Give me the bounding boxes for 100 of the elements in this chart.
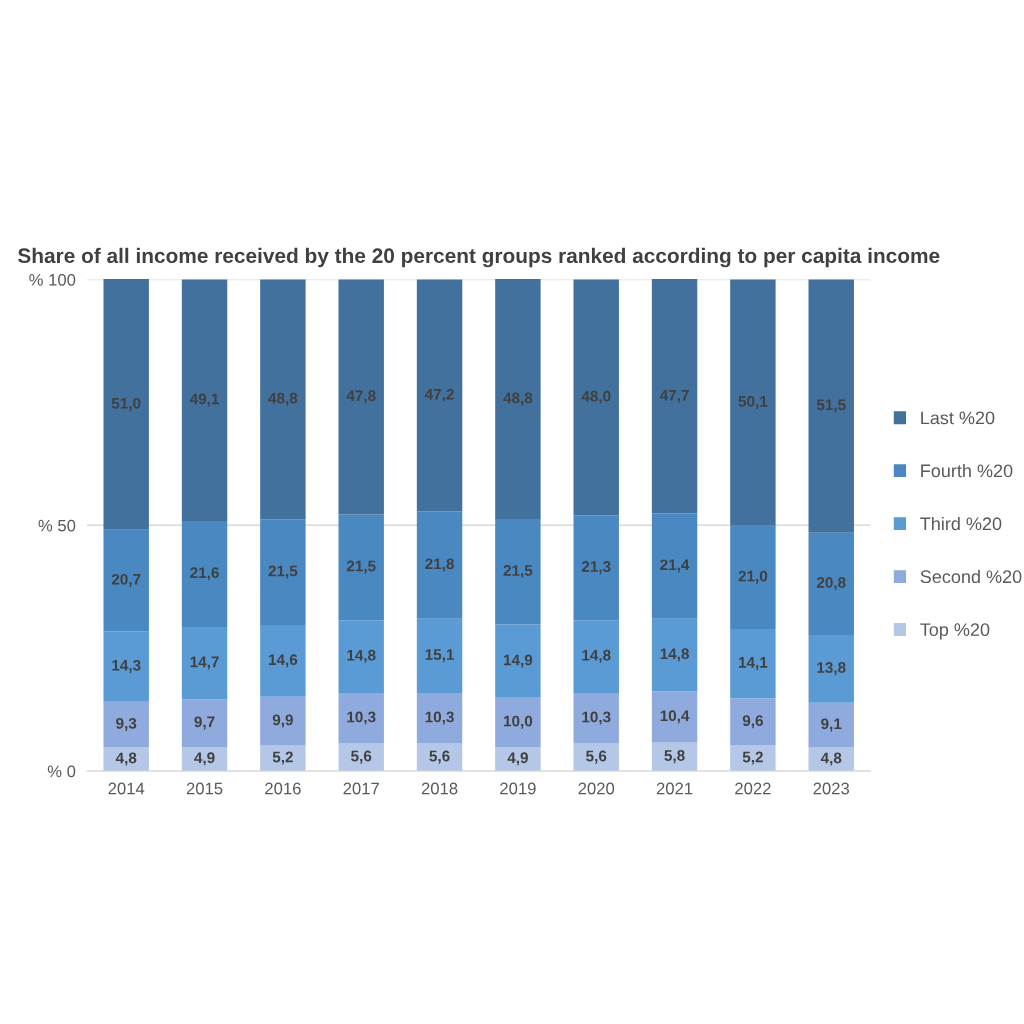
x-tick-label: 2017	[343, 782, 379, 795]
legend-label: Third %20	[920, 516, 1002, 531]
bar	[338, 279, 384, 515]
data-label: 5,6	[351, 750, 372, 764]
data-label: 48,8	[268, 392, 298, 406]
bar	[573, 279, 619, 516]
data-label: 4,9	[194, 752, 215, 766]
data-label: 5,2	[742, 751, 763, 765]
data-label: 9,7	[194, 716, 215, 730]
bar	[338, 692, 384, 744]
bar	[260, 625, 306, 697]
data-label: 10,4	[660, 710, 690, 724]
bar	[416, 279, 463, 512]
bar	[181, 627, 228, 700]
data-label: 10,3	[347, 711, 376, 725]
x-tick-label: 2020	[578, 782, 615, 795]
data-label: 21,0	[738, 570, 768, 584]
data-label: 51,0	[111, 397, 141, 411]
bar	[181, 699, 228, 747]
data-label: 9,3	[116, 717, 137, 731]
data-label: 50,1	[738, 395, 768, 409]
data-label: 14,8	[347, 649, 376, 663]
data-label: 21,3	[581, 561, 611, 575]
bar	[103, 279, 149, 530]
data-label: 4,9	[507, 752, 528, 766]
data-label: 9,9	[272, 714, 293, 728]
bar	[573, 515, 619, 621]
data-label: 14,8	[582, 649, 611, 663]
data-label: 47,8	[346, 390, 376, 404]
data-label: 47,2	[424, 388, 454, 402]
data-label: 10,3	[582, 711, 611, 725]
bar	[103, 529, 149, 632]
bar	[495, 624, 541, 698]
data-label: 5,6	[586, 750, 607, 764]
data-label: 14,1	[738, 657, 768, 670]
bar	[495, 697, 541, 747]
data-label: 49,1	[189, 393, 219, 407]
bar	[808, 532, 854, 635]
bar	[103, 701, 149, 748]
data-label: 4,8	[115, 752, 137, 766]
bar	[730, 525, 776, 630]
bar	[651, 618, 698, 692]
bar	[260, 696, 306, 746]
x-tick-label: 2022	[735, 782, 771, 795]
data-label: 10,0	[503, 715, 533, 729]
bar	[651, 513, 698, 619]
data-label: 14,8	[660, 648, 689, 662]
chart-title: Share of all income received by the 20 percent groups ranked according to per capita income	[17, 247, 940, 268]
bar	[338, 514, 384, 621]
x-tick-label: 2018	[421, 782, 458, 795]
bar	[103, 747, 149, 772]
legend-label: Fourth %20	[921, 463, 1013, 478]
data-label: 5,8	[664, 750, 685, 764]
data-label: 20,7	[111, 573, 141, 587]
data-label: 47,7	[659, 389, 689, 403]
x-tick-label: 2014	[108, 782, 145, 795]
bar	[416, 511, 463, 619]
y-tick-label: % 0	[47, 765, 76, 778]
legend-label: Last %20	[921, 411, 995, 425]
data-label: 20,8	[816, 577, 846, 591]
y-tick-label: % 100	[29, 273, 76, 286]
bar	[808, 634, 854, 703]
bar	[181, 520, 228, 628]
bar	[808, 702, 854, 748]
data-label: 5,6	[429, 750, 450, 764]
bar	[495, 518, 541, 625]
bar	[573, 692, 619, 744]
data-label: 4,8	[820, 752, 842, 766]
bar	[495, 279, 541, 519]
y-tick-label: % 50	[38, 519, 76, 532]
data-label: 48,8	[503, 392, 533, 406]
data-label: 21,5	[503, 565, 533, 579]
x-tick-label: 2015	[186, 782, 223, 795]
x-tick-label: 2016	[265, 782, 301, 795]
data-label: 10,3	[425, 711, 454, 725]
data-label: 14,6	[268, 654, 298, 668]
data-label: 14,3	[112, 659, 141, 673]
bar	[573, 620, 619, 693]
bar	[730, 629, 776, 699]
legend-label: Second %20	[920, 569, 1022, 584]
data-label: 15,1	[425, 649, 454, 663]
bar	[181, 279, 228, 521]
x-tick-label: 2021	[656, 782, 693, 795]
x-tick-label: 2019	[500, 782, 536, 795]
data-label: 48,0	[581, 390, 611, 404]
bar	[730, 279, 776, 526]
data-label: 9,1	[821, 718, 842, 732]
bar	[260, 519, 306, 626]
bar	[260, 279, 306, 520]
data-label: 14,9	[503, 654, 533, 668]
bar	[808, 279, 854, 533]
data-label: 14,7	[190, 656, 219, 670]
data-label: 21,6	[190, 567, 219, 581]
data-label: 21,4	[660, 559, 690, 573]
data-label: 21,5	[268, 565, 298, 579]
bar	[416, 618, 463, 693]
bar	[651, 279, 698, 514]
data-label: 21,5	[346, 560, 376, 574]
data-label: 51,5	[816, 399, 846, 413]
data-label: 21,8	[425, 558, 454, 572]
